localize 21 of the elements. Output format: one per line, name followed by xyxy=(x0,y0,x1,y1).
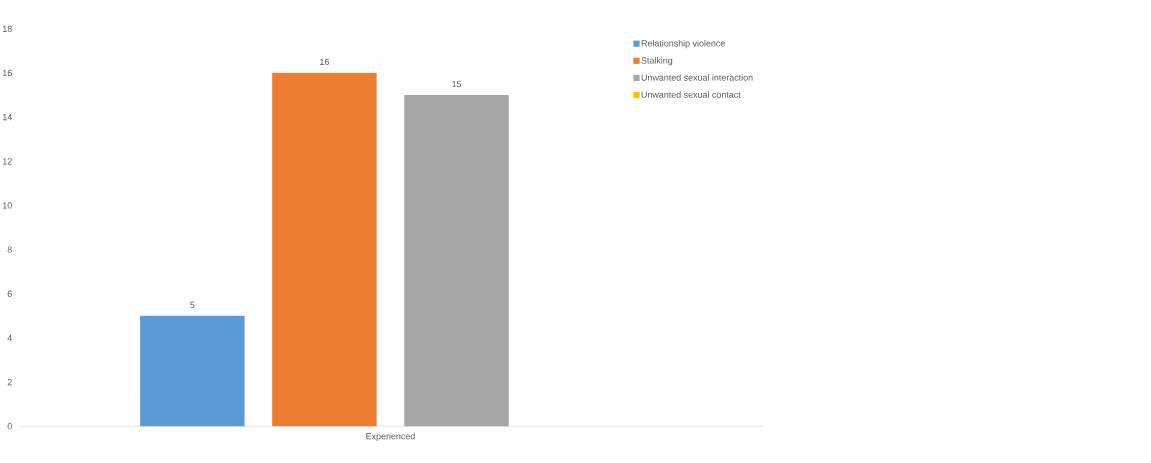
y-tick-label: 0 xyxy=(7,422,12,430)
bar xyxy=(272,72,377,427)
y-tick-label: 6 xyxy=(7,290,12,297)
y-tick-label: 8 xyxy=(7,246,12,253)
legend-label: Relationship violence xyxy=(641,39,725,49)
y-tick-label: 2 xyxy=(7,378,12,386)
data-label: 15 xyxy=(452,80,462,87)
bar xyxy=(140,315,245,427)
data-label: 5 xyxy=(190,301,195,308)
y-tick-label: 18 xyxy=(2,25,12,32)
y-tick-label: 16 xyxy=(2,69,12,76)
y-tick-label: 12 xyxy=(2,158,12,165)
legend-label: Unwanted sexual contact xyxy=(641,91,741,98)
legend-label: Stalking xyxy=(641,56,673,66)
x-tick-label: Experienced xyxy=(366,432,415,441)
data-label: 16 xyxy=(320,58,330,65)
legend-label: Unwanted sexual interaction xyxy=(641,73,753,81)
y-tick-label: 10 xyxy=(2,202,12,209)
y-tick-label: 14 xyxy=(2,113,12,121)
y-tick-label: 4 xyxy=(7,334,12,341)
bar xyxy=(404,94,509,427)
